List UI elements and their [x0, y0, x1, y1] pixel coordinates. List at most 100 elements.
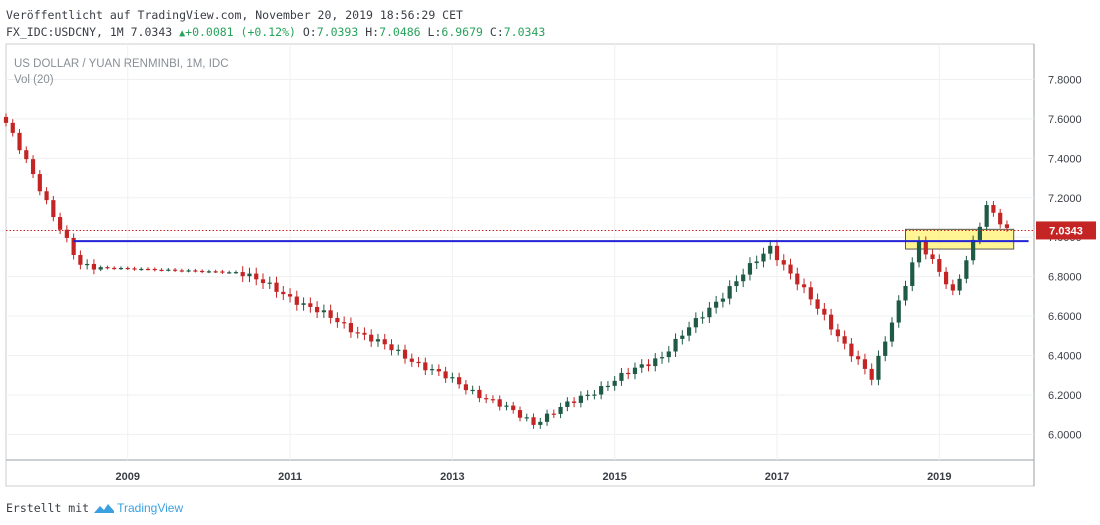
candle — [856, 350, 861, 365]
footer-brand-link[interactable]: TradingView — [117, 501, 184, 515]
candle — [950, 279, 955, 296]
y-tick-label: 6.8000 — [1048, 272, 1082, 284]
candle — [998, 208, 1003, 229]
highlight-zone[interactable] — [905, 228, 1015, 250]
candle — [862, 353, 868, 375]
candle — [504, 401, 509, 411]
candle — [666, 346, 671, 363]
candle — [193, 268, 198, 273]
candle — [639, 359, 644, 373]
low-label: L: — [427, 25, 442, 39]
candle — [396, 344, 401, 356]
candle — [369, 329, 374, 347]
candle — [957, 274, 962, 296]
x-tick-label: 2011 — [278, 471, 302, 483]
y-tick-label: 6.6000 — [1048, 311, 1082, 323]
candle — [416, 356, 421, 368]
footer: Erstellt mit TradingView — [6, 501, 183, 515]
last-price-label: 7.0343 — [1049, 225, 1083, 237]
candle — [260, 273, 266, 289]
candle — [754, 255, 759, 269]
candle — [1004, 220, 1010, 232]
candle — [179, 268, 184, 273]
candle — [37, 170, 42, 196]
candle — [450, 372, 455, 383]
candle — [132, 266, 137, 271]
candle — [423, 357, 428, 376]
y-tick-label: 7.8000 — [1048, 74, 1082, 86]
candle — [166, 268, 171, 272]
candle — [984, 200, 989, 231]
candle — [58, 212, 63, 235]
candle — [355, 326, 360, 339]
candle — [741, 268, 746, 288]
candle — [565, 397, 570, 412]
candle — [714, 295, 719, 314]
candle — [903, 280, 908, 306]
candle — [930, 249, 935, 264]
candle — [429, 364, 435, 375]
candle — [910, 257, 915, 292]
candle — [795, 267, 800, 291]
candle — [348, 317, 354, 338]
candle — [382, 333, 387, 350]
candle — [240, 266, 245, 283]
candle — [308, 297, 313, 313]
y-tick-label: 7.6000 — [1048, 114, 1082, 126]
x-tick-label: 2019 — [927, 471, 951, 483]
candle — [490, 395, 496, 404]
candle — [497, 395, 502, 411]
candle — [768, 239, 773, 260]
y-tick-label: 6.2000 — [1048, 390, 1082, 402]
candle — [727, 280, 732, 305]
candle — [842, 330, 847, 350]
candle — [484, 394, 489, 404]
candle — [612, 375, 617, 391]
candle — [822, 302, 827, 321]
candle — [287, 288, 293, 303]
candle — [328, 304, 333, 324]
candle — [362, 327, 367, 341]
candle — [342, 316, 347, 329]
close-value: 7.0343 — [503, 25, 546, 39]
x-tick-label: 2017 — [765, 471, 789, 483]
candle — [112, 266, 117, 270]
x-tick-label: 2015 — [602, 471, 626, 483]
tradingview-logo-icon[interactable] — [93, 501, 115, 515]
symbol-label: FX_IDC:USDCNY, 1M 7.0343 — [6, 25, 173, 39]
candle — [808, 281, 813, 306]
candle — [585, 390, 590, 401]
candle — [964, 255, 969, 284]
candle — [632, 362, 638, 380]
candle — [17, 129, 22, 154]
candle — [686, 321, 692, 342]
candle — [436, 364, 441, 377]
y-tick-label: 7.2000 — [1048, 193, 1082, 205]
candle — [159, 268, 164, 272]
axes: 7.80007.60007.40007.20007.00006.80006.60… — [115, 74, 1096, 483]
candle — [206, 269, 211, 274]
candle — [605, 381, 611, 391]
candle — [321, 304, 326, 319]
candle — [693, 312, 698, 333]
candle — [524, 413, 529, 422]
candle — [592, 389, 597, 400]
candle — [747, 257, 753, 281]
candle — [24, 146, 29, 163]
candle — [626, 367, 631, 380]
candle — [734, 275, 739, 292]
x-tick-label: 2009 — [115, 471, 139, 483]
candle — [98, 265, 103, 272]
open-value: 7.0393 — [316, 25, 359, 39]
zone-layer — [905, 228, 1015, 250]
candle — [71, 233, 76, 260]
high-label: H: — [365, 25, 380, 39]
candle — [991, 200, 996, 217]
candle — [409, 353, 414, 367]
symbol-ohlc-line: FX_IDC:USDCNY, 1M 7.0343 ▲+0.0081 (+0.12… — [6, 25, 545, 39]
chart-title: US DOLLAR / YUAN RENMINBI, 1M, IDC — [14, 58, 229, 70]
candle — [659, 351, 665, 364]
candle — [774, 239, 780, 267]
candle — [889, 317, 895, 347]
